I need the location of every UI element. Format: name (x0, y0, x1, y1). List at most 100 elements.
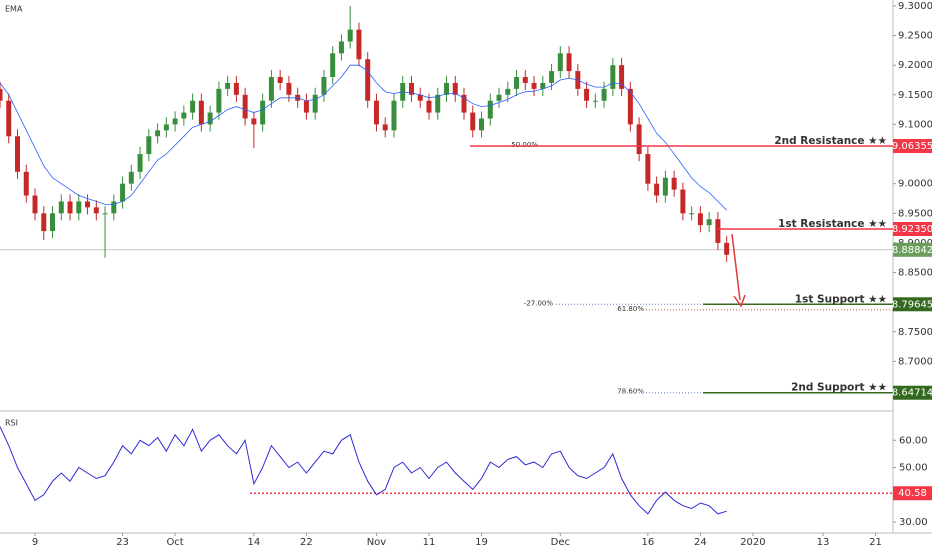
candle-body (251, 118, 257, 125)
candle-body (260, 100, 266, 125)
x-tick-label: 11 (423, 537, 436, 548)
level-badge-label: 9.06355 (892, 141, 932, 152)
y-tick-label: 9.25000 (898, 31, 932, 42)
candle-body (417, 94, 423, 101)
candle-body (120, 183, 126, 202)
rsi-tick-label: 30.00 (899, 517, 928, 528)
candle-body (514, 77, 520, 89)
candle-body (724, 242, 730, 255)
rsi-label: RSI (5, 419, 18, 428)
candle-body (15, 136, 21, 172)
candle-body (610, 65, 616, 89)
level-badge-label: 8.79645 (892, 299, 932, 310)
candle-body (137, 154, 143, 172)
y-tick-label: 9.30000 (898, 1, 932, 12)
level-name: 2nd Resistance ★★ (774, 135, 887, 147)
candle-body (356, 29, 362, 60)
candle-body (680, 189, 686, 214)
candle-body (662, 177, 668, 196)
candle-body (32, 195, 38, 214)
candle-body (268, 77, 274, 101)
rsi-level-label: 40.58 (898, 488, 927, 499)
level-name: 1st Resistance ★★ (778, 218, 887, 230)
ema-label: EMA (5, 5, 23, 14)
candle-body (540, 82, 546, 89)
candle-body (338, 41, 344, 54)
arrow-shaft (731, 233, 741, 301)
y-tick-label: 9.00000 (898, 179, 932, 190)
candle-body (146, 136, 152, 155)
candle-body (207, 112, 213, 125)
candle-body (321, 77, 327, 95)
candle-body (496, 94, 502, 101)
candle-body (505, 88, 511, 95)
candle-body (365, 59, 371, 101)
candle-body (444, 82, 449, 95)
candle-body (58, 201, 64, 214)
candle-body (549, 71, 555, 83)
x-tick-label: 9 (32, 537, 38, 548)
rsi-tick-label: 60.00 (899, 435, 928, 446)
level-badge (893, 139, 932, 154)
candle-body (706, 219, 712, 226)
candle-body (566, 53, 572, 72)
candle-body (312, 94, 318, 113)
candle-body (435, 94, 441, 113)
candle-body (592, 100, 598, 102)
candle-body (627, 88, 633, 125)
rsi-level-badge (893, 486, 932, 501)
x-tick-label: 24 (694, 537, 707, 548)
y-tick-label: 9.10000 (898, 119, 932, 130)
candle-body (584, 88, 590, 101)
candle-body (277, 77, 283, 83)
current-price-badge (893, 242, 932, 257)
x-tick-label: Oct (166, 537, 183, 548)
fib-label: 78.60% (617, 388, 644, 396)
current-price-label: 8.88842 (892, 245, 932, 256)
y-tick-label: 9.20000 (898, 60, 932, 71)
level-name: 1st Support ★★ (795, 293, 887, 305)
ema-line (0, 64, 727, 211)
forecast-arrow (731, 233, 746, 308)
x-tick-label: 23 (116, 537, 129, 548)
level-badge (893, 297, 932, 312)
level-badge-label: 8.92350 (892, 224, 932, 235)
candle-body (426, 100, 432, 113)
candle-body (286, 82, 292, 95)
candle-body (181, 112, 187, 119)
candle-body (531, 82, 537, 89)
y-tick-label: 8.95000 (898, 208, 932, 219)
candle-body (303, 100, 309, 113)
candle-body (689, 213, 695, 215)
x-tick-label: Dec (551, 537, 570, 548)
candle-body (382, 124, 388, 131)
x-tick-label: 13 (817, 537, 830, 548)
candle-body (93, 207, 99, 214)
rsi-tick-label: 50.00 (899, 463, 928, 474)
arrow-head (733, 294, 746, 308)
level-badge-label: 8.64714 (892, 388, 932, 399)
x-tick-label: 22 (300, 537, 313, 548)
y-tick-label: 8.75000 (898, 327, 932, 338)
candle-body (76, 201, 82, 214)
candle-body (557, 53, 563, 72)
candle-body (601, 88, 607, 101)
x-tick-label: 14 (248, 537, 261, 548)
candle-body (636, 124, 642, 155)
candle-body (198, 100, 204, 125)
y-tick-label: 8.70000 (898, 356, 932, 367)
candle-body (461, 94, 467, 113)
candle-body (85, 201, 91, 208)
candle-body (408, 82, 414, 95)
candle-body (697, 213, 703, 226)
candle-body (233, 82, 239, 95)
candle-body (715, 219, 721, 243)
candle-body (619, 65, 625, 89)
candle-body (452, 82, 458, 95)
candle-body (347, 29, 353, 42)
candle-body (242, 94, 248, 119)
candle-body (216, 88, 222, 113)
candle-body (6, 100, 12, 137)
fib-label: -27.00% (524, 299, 554, 307)
